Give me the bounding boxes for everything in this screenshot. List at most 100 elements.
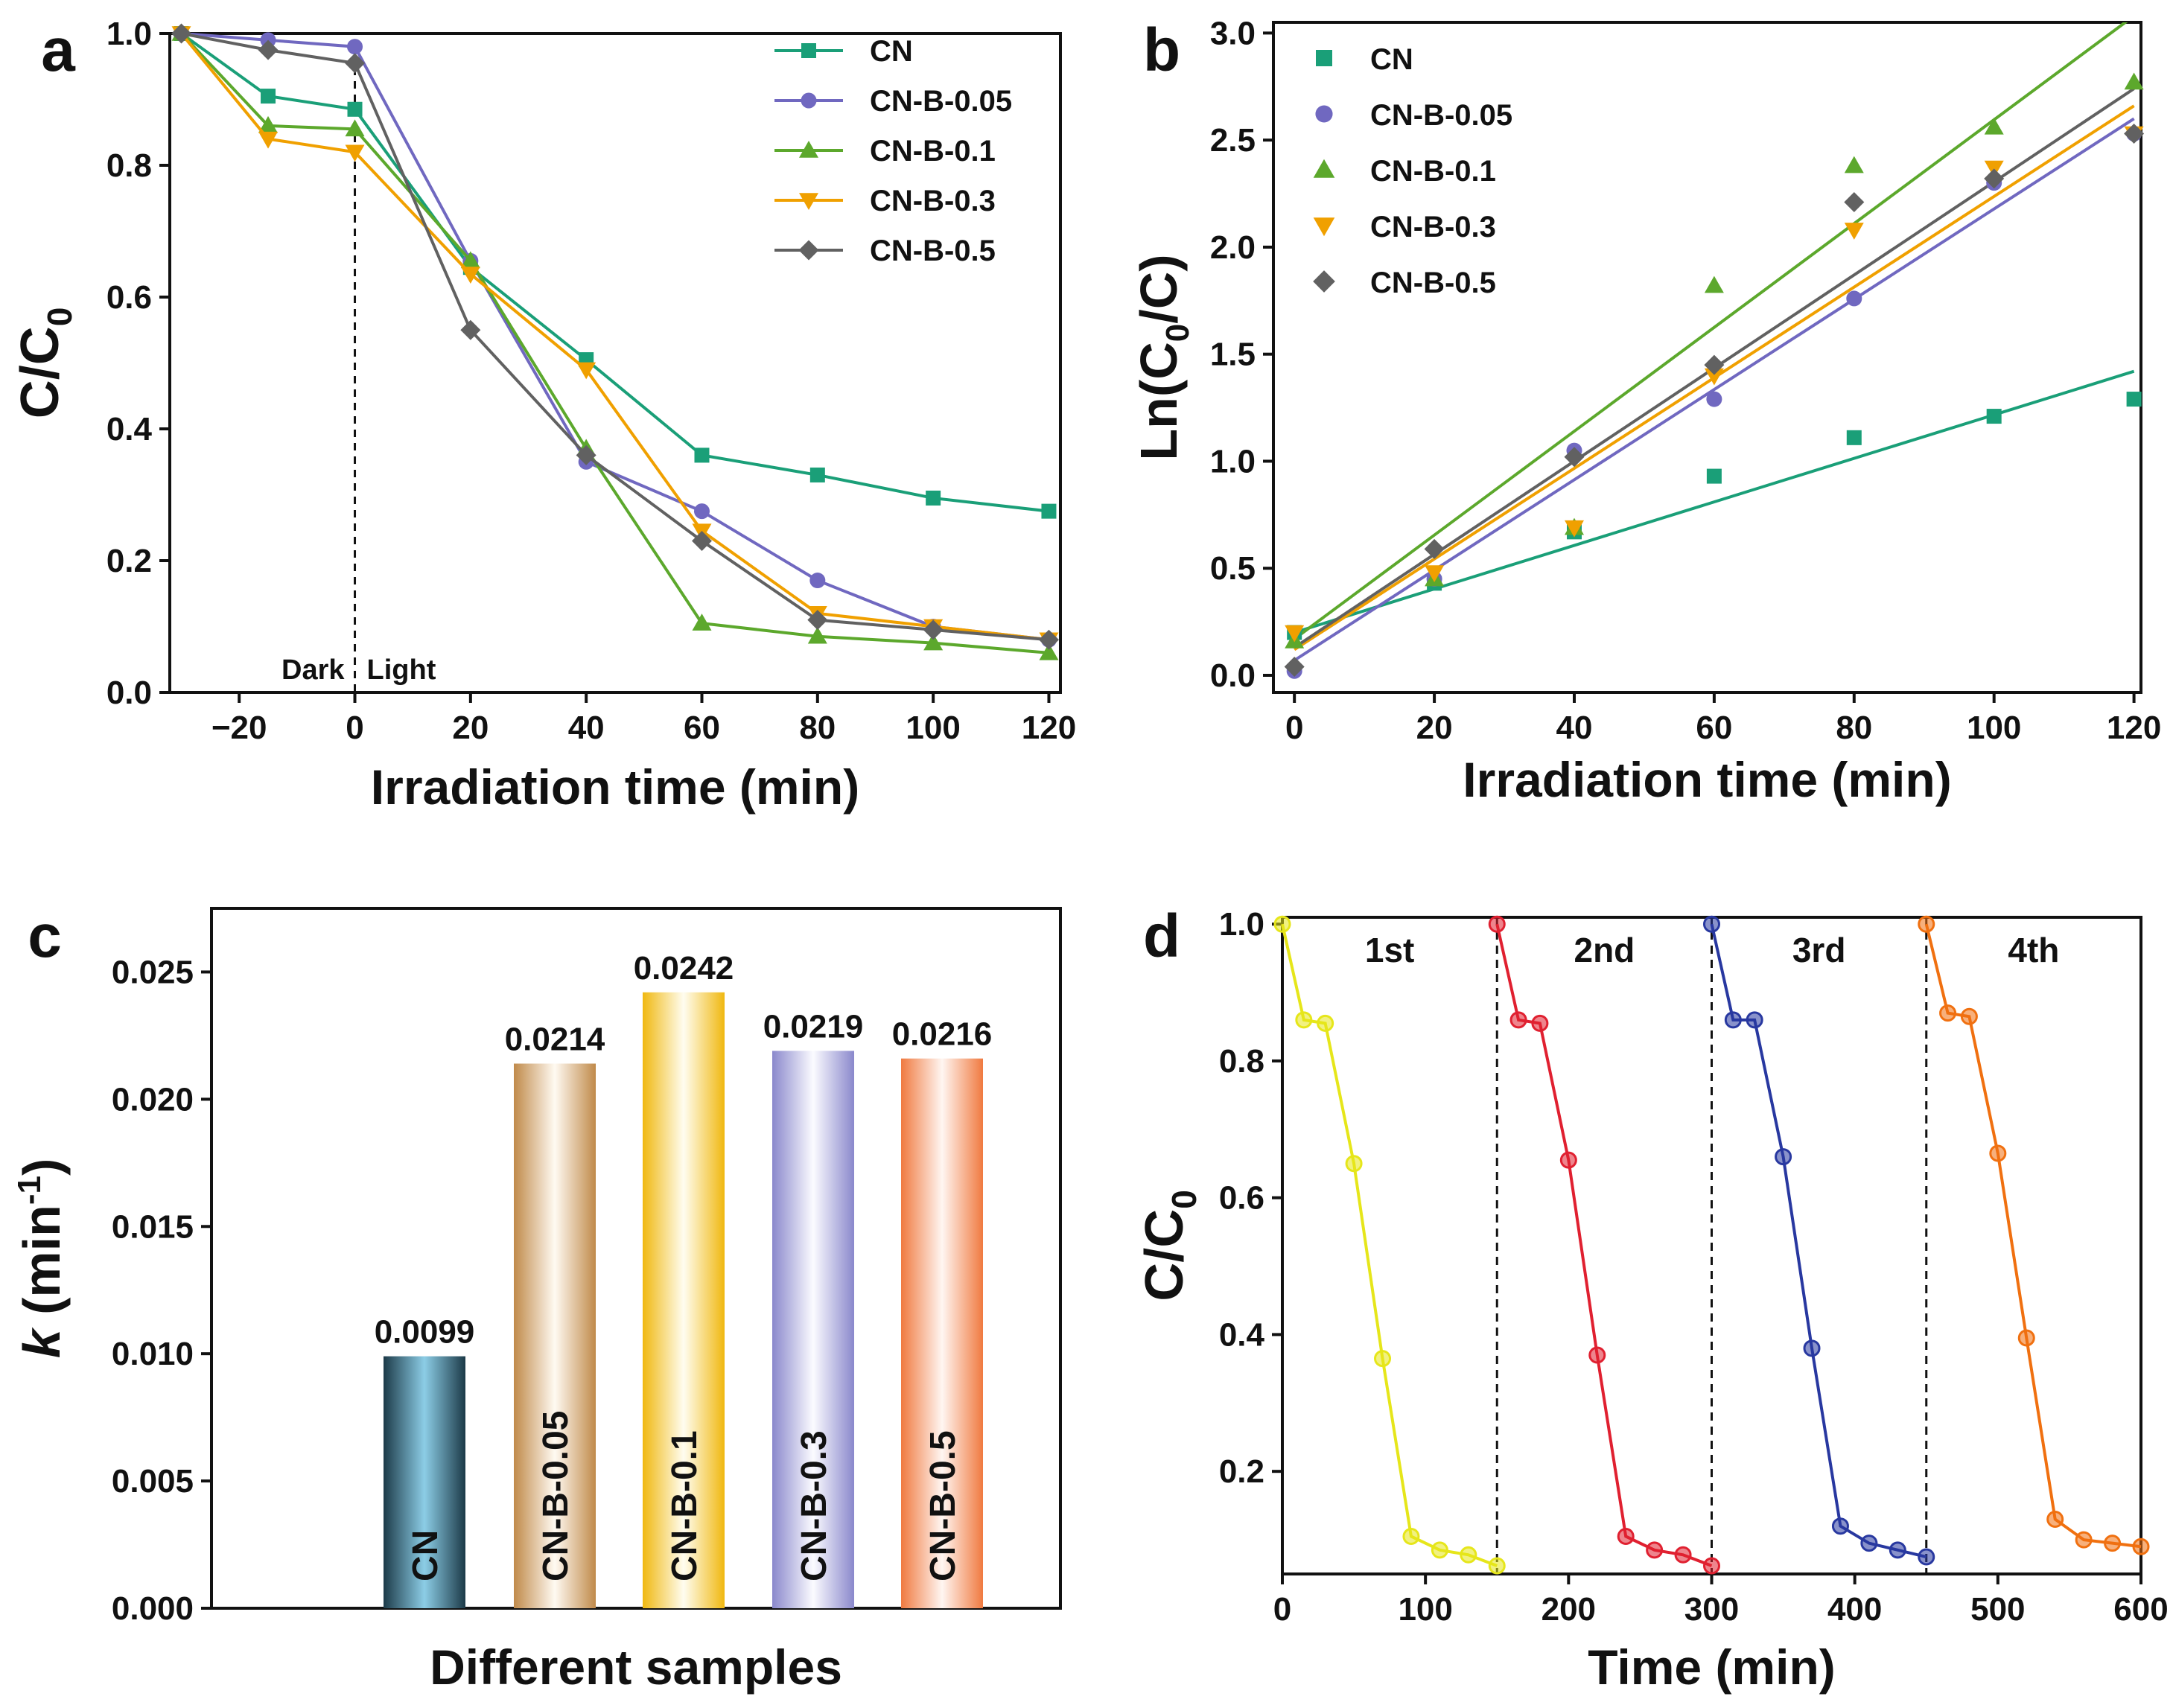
fit-line-CN-B-0.05 [1294, 117, 2135, 662]
data-point-CN-B-0.1 [1844, 156, 1864, 173]
x-tick-label: 100 [1398, 1591, 1452, 1628]
y-tick-label: 0.015 [112, 1208, 194, 1245]
data-point-CN-B-0.3 [258, 131, 279, 149]
panel-label-a: a [41, 16, 76, 84]
cycle-point-2 [1617, 1527, 1635, 1545]
x-tick-label: 80 [1836, 710, 1872, 746]
data-point-CN-B-0.5 [460, 319, 481, 340]
y-tick-label: 0.0 [1210, 657, 1256, 694]
y-axis-title: Ln(C0/C) [1130, 254, 1196, 460]
cycle-point-4 [1960, 1007, 1978, 1025]
x-tick-label: 0 [1285, 710, 1303, 746]
cycle-point-4 [2046, 1511, 2064, 1528]
y-tick-label: 1.0 [1219, 906, 1264, 943]
legend-label: CN-B-0.1 [870, 135, 996, 168]
y-tick-label: 0.4 [1219, 1316, 1265, 1353]
x-tick-label: 20 [452, 710, 489, 746]
y-tick-label: 0.010 [112, 1336, 194, 1372]
data-point-CN-B-0.3 [1425, 565, 1445, 582]
y-tick-label: 2.0 [1210, 229, 1256, 266]
data-point-CN-B-0.5 [1984, 168, 2005, 189]
data-point-CN-B-0.5 [807, 610, 828, 631]
legend-label: CN-B-0.3 [870, 185, 996, 217]
data-point-CN-B-0.5 [171, 23, 192, 44]
legend-label: CN [870, 35, 913, 68]
data-point-CN-B-0.1 [345, 119, 365, 137]
y-tick-label: 0.5 [1210, 550, 1256, 587]
dark-annotation: Dark [281, 654, 345, 686]
cycle-point-1 [1488, 1557, 1506, 1575]
cycle-point-2 [1509, 1011, 1527, 1029]
cycle-point-3 [1724, 1011, 1742, 1029]
x-tick-label: 40 [568, 710, 605, 746]
data-point-CN [2126, 392, 2142, 407]
data-point-CN-B-0.3 [576, 362, 596, 380]
plot-frame [1272, 21, 2142, 694]
x-tick-label: 300 [1684, 1591, 1739, 1628]
y-tick-label: 0.2 [1219, 1453, 1264, 1490]
data-point-CN-B-0.1 [2124, 72, 2144, 90]
light-annotation: Light [367, 654, 436, 686]
legend-marker [799, 141, 818, 158]
x-axis-title: Irradiation time (min) [1463, 752, 1951, 807]
x-tick-label: −20 [211, 710, 267, 746]
x-axis-title: Time (min) [1588, 1640, 1835, 1695]
x-tick-label: 40 [1556, 710, 1593, 746]
y-tick-label: 0.025 [112, 954, 194, 990]
y-tick-label: 2.5 [1210, 122, 1256, 159]
legend-label: CN-B-0.5 [870, 235, 996, 267]
x-tick-label: 80 [799, 710, 836, 746]
cycle-point-3 [1831, 1517, 1849, 1535]
y-tick-label: 1.5 [1210, 337, 1256, 373]
y-axis-title-sub: 0 [1165, 1190, 1203, 1209]
cycle-point-1 [1374, 1350, 1392, 1368]
data-point-CN-B-0.5 [345, 53, 366, 74]
data-point-CN [347, 101, 363, 117]
data-point-CN-B-0.1 [807, 626, 827, 644]
cycle-point-1 [1317, 1014, 1334, 1032]
x-tick-label: 400 [1827, 1591, 1882, 1628]
bar-category-label: CN-B-0.05 [536, 1411, 576, 1581]
legend-label: CN-B-0.5 [1370, 267, 1496, 299]
cycle-point-2 [1531, 1014, 1549, 1032]
data-point-CN [1846, 430, 1862, 445]
x-axis-title: Irradiation time (min) [371, 759, 859, 815]
y-axis-title: k (min-1) [11, 1159, 71, 1359]
data-point-CN-B-0.1 [923, 633, 944, 651]
x-tick-label: 120 [2107, 710, 2161, 746]
bar-category-label: CN [406, 1530, 445, 1581]
panel-a: a −20 0 20 40 60 80 100 120 0.0 0.2 0.4 0.6 0.8 1.0 Irr… [10, 16, 1076, 815]
cycle-point-4 [1918, 915, 1935, 933]
bar-category-label: CN-B-0.5 [923, 1430, 963, 1581]
data-point-CN [1986, 409, 2002, 424]
data-point-CN-B-0.1 [1039, 643, 1059, 660]
data-point-CN-B-0.5 [576, 444, 596, 465]
data-point-CN-B-0.05 [1846, 290, 1862, 307]
cycle-line-3 [1710, 923, 1927, 1558]
series-line-CN-B-0.05 [181, 32, 1049, 642]
y-tick-label: 0.6 [106, 279, 152, 316]
x-tick-label: 60 [1696, 710, 1732, 746]
data-point-CN-B-0.1 [258, 115, 279, 133]
cycle-point-1 [1345, 1155, 1363, 1173]
cycle-point-2 [1588, 1346, 1606, 1364]
bar-CN [384, 1356, 465, 1608]
series-line-CN-B-0.3 [179, 32, 1049, 642]
data-point-CN-B-0.5 [1038, 629, 1059, 650]
cycle-label-4: 4th [2008, 931, 2059, 969]
data-point-CN-B-0.05 [809, 573, 826, 589]
cycle-point-3 [1803, 1339, 1821, 1357]
legend-marker [801, 92, 817, 109]
x-tick-label: 600 [2113, 1591, 2168, 1628]
x-tick-label: 60 [684, 710, 720, 746]
bar-value-label: 0.0242 [634, 950, 734, 987]
y-tick-label: 0.4 [106, 411, 153, 447]
data-point-CN-B-0.3 [1844, 223, 1864, 240]
legend-marker [799, 193, 818, 210]
data-point-CN [694, 447, 710, 463]
data-point-CN-B-0.3 [345, 144, 365, 162]
cycle-point-4 [1939, 1004, 1957, 1022]
cycle-point-1 [1402, 1527, 1420, 1545]
